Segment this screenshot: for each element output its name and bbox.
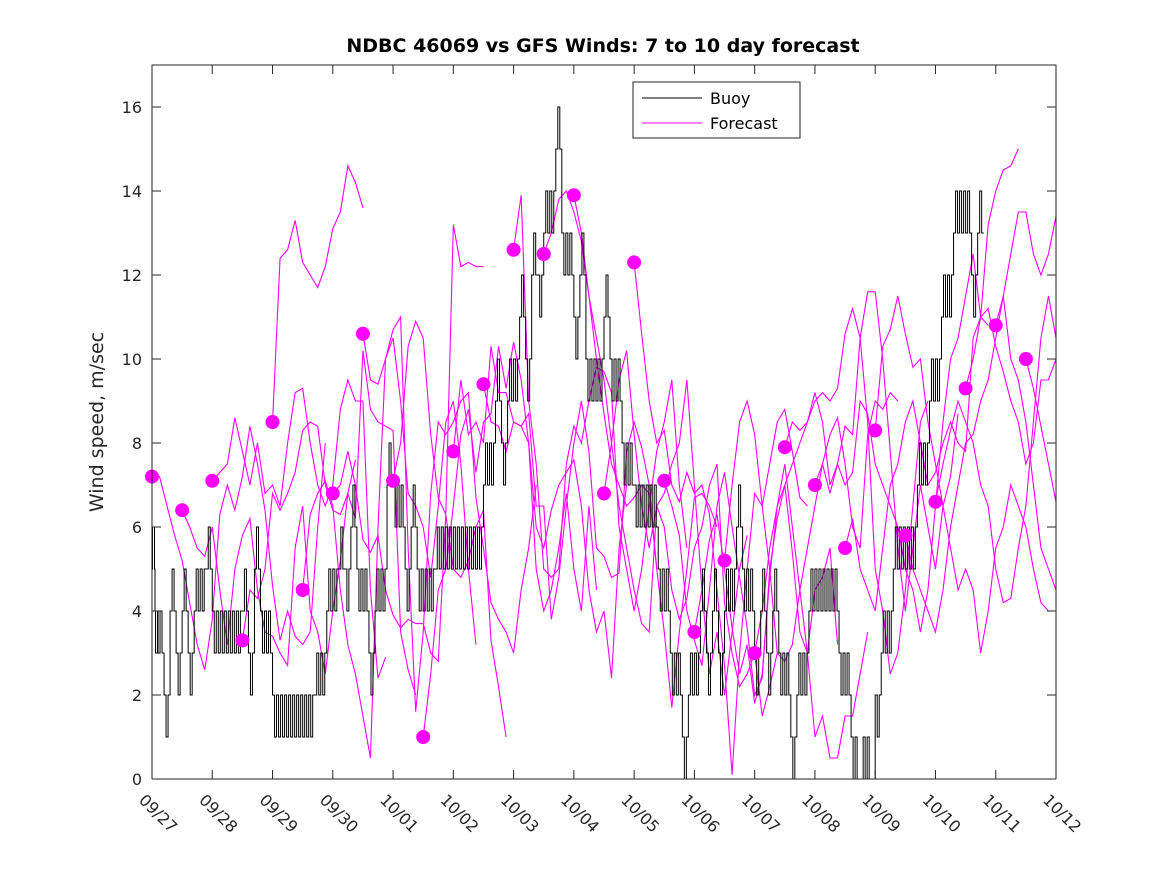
forecast-marker	[777, 440, 792, 455]
x-tick-label: 10/02	[437, 790, 483, 836]
x-tick-label: 10/01	[376, 790, 422, 836]
legend-buoy-label: Buoy	[710, 89, 750, 108]
forecast-marker	[958, 381, 973, 396]
forecast-marker	[807, 478, 822, 492]
chart-title: NDBC 46069 vs GFS Winds: 7 to 10 day for…	[346, 35, 859, 57]
forecast-line	[152, 426, 326, 670]
forecast-line	[452, 346, 628, 679]
x-tick-label: 10/09	[858, 790, 904, 836]
forecast-line	[633, 262, 808, 775]
x-tick-label: 10/11	[979, 790, 1025, 836]
x-tick-label: 10/05	[617, 790, 663, 836]
y-tick-label: 8	[132, 434, 142, 453]
x-tick-label: 10/07	[738, 790, 784, 836]
forecast-line	[934, 295, 1056, 604]
forecast-marker	[657, 473, 672, 488]
forecast-line	[392, 224, 484, 515]
forecast-line	[543, 189, 718, 708]
buoy-series	[152, 106, 984, 779]
forecast-marker	[355, 326, 370, 341]
x-tick-label: 10/10	[919, 790, 965, 836]
forecast-marker	[265, 415, 280, 429]
forecast-marker	[205, 473, 220, 488]
x-tick-label: 09/29	[256, 790, 302, 836]
y-tick-label: 6	[132, 518, 142, 537]
forecast-marker	[325, 486, 340, 501]
forecast-line	[302, 337, 477, 759]
forecast-line	[904, 211, 1056, 635]
forecast-line	[1025, 358, 1056, 504]
forecast-line	[271, 163, 364, 423]
forecast-marker	[597, 486, 611, 501]
y-tick-label: 4	[132, 602, 142, 621]
forecast-line	[573, 195, 748, 696]
forecast-marker	[717, 553, 732, 568]
y-tick-label: 0	[132, 770, 142, 789]
forecast-marker	[175, 503, 190, 518]
forecast-line	[362, 315, 537, 712]
forecast-marker	[566, 188, 581, 203]
forecast-marker	[506, 242, 521, 257]
forecast-marker	[235, 633, 250, 648]
x-tick-label: 10/08	[798, 790, 844, 836]
legend-forecast-label: Forecast	[710, 114, 778, 133]
forecast-line	[874, 295, 1049, 654]
x-tick-label: 09/27	[135, 790, 181, 836]
forecast-marker	[536, 247, 551, 261]
forecast-line	[603, 350, 778, 717]
buoy-line	[152, 106, 984, 779]
forecast-line	[211, 378, 387, 679]
forecast-marker	[627, 255, 642, 270]
y-tick-label: 10	[122, 350, 142, 369]
y-tick-label: 2	[132, 686, 142, 705]
y-axis: 0 2 4 6 8 10 12 14 16	[122, 98, 1056, 789]
x-tick-label: 10/12	[1039, 790, 1085, 836]
forecast-line	[332, 451, 507, 738]
forecast-line	[784, 291, 959, 612]
forecast-line	[844, 148, 1019, 612]
y-tick-label: 14	[122, 182, 142, 201]
forecast-line	[754, 306, 929, 675]
legend: Buoy Forecast	[632, 81, 801, 139]
forecast-marker	[416, 730, 431, 744]
forecast-line	[693, 463, 869, 759]
forecast-marker	[747, 646, 762, 660]
forecast-marker	[476, 377, 491, 392]
x-tick-label: 10/03	[497, 790, 543, 836]
x-tick-label: 10/04	[557, 790, 603, 836]
forecast-marker	[868, 423, 883, 438]
forecast-marker	[898, 528, 913, 543]
forecast-marker	[928, 494, 943, 509]
forecast-marker	[386, 473, 401, 488]
legend-box	[632, 81, 801, 139]
forecast-line	[995, 295, 1056, 592]
plot-area-frame	[151, 64, 1057, 780]
x-tick-label: 10/06	[678, 790, 724, 836]
x-tick-label: 09/30	[316, 790, 362, 836]
forecast-markers	[145, 188, 1033, 744]
y-tick-label: 12	[122, 266, 142, 285]
forecast-marker	[687, 625, 702, 639]
y-axis-label: Wind speed, m/sec	[86, 332, 108, 512]
y-tick-label: 16	[122, 98, 142, 117]
forecast-marker	[1018, 352, 1033, 366]
forecast-marker	[838, 541, 853, 555]
x-tick-label: 09/28	[195, 790, 241, 836]
forecast-marker	[295, 583, 310, 597]
forecast-marker	[446, 444, 461, 459]
forecast-marker	[988, 318, 1003, 333]
